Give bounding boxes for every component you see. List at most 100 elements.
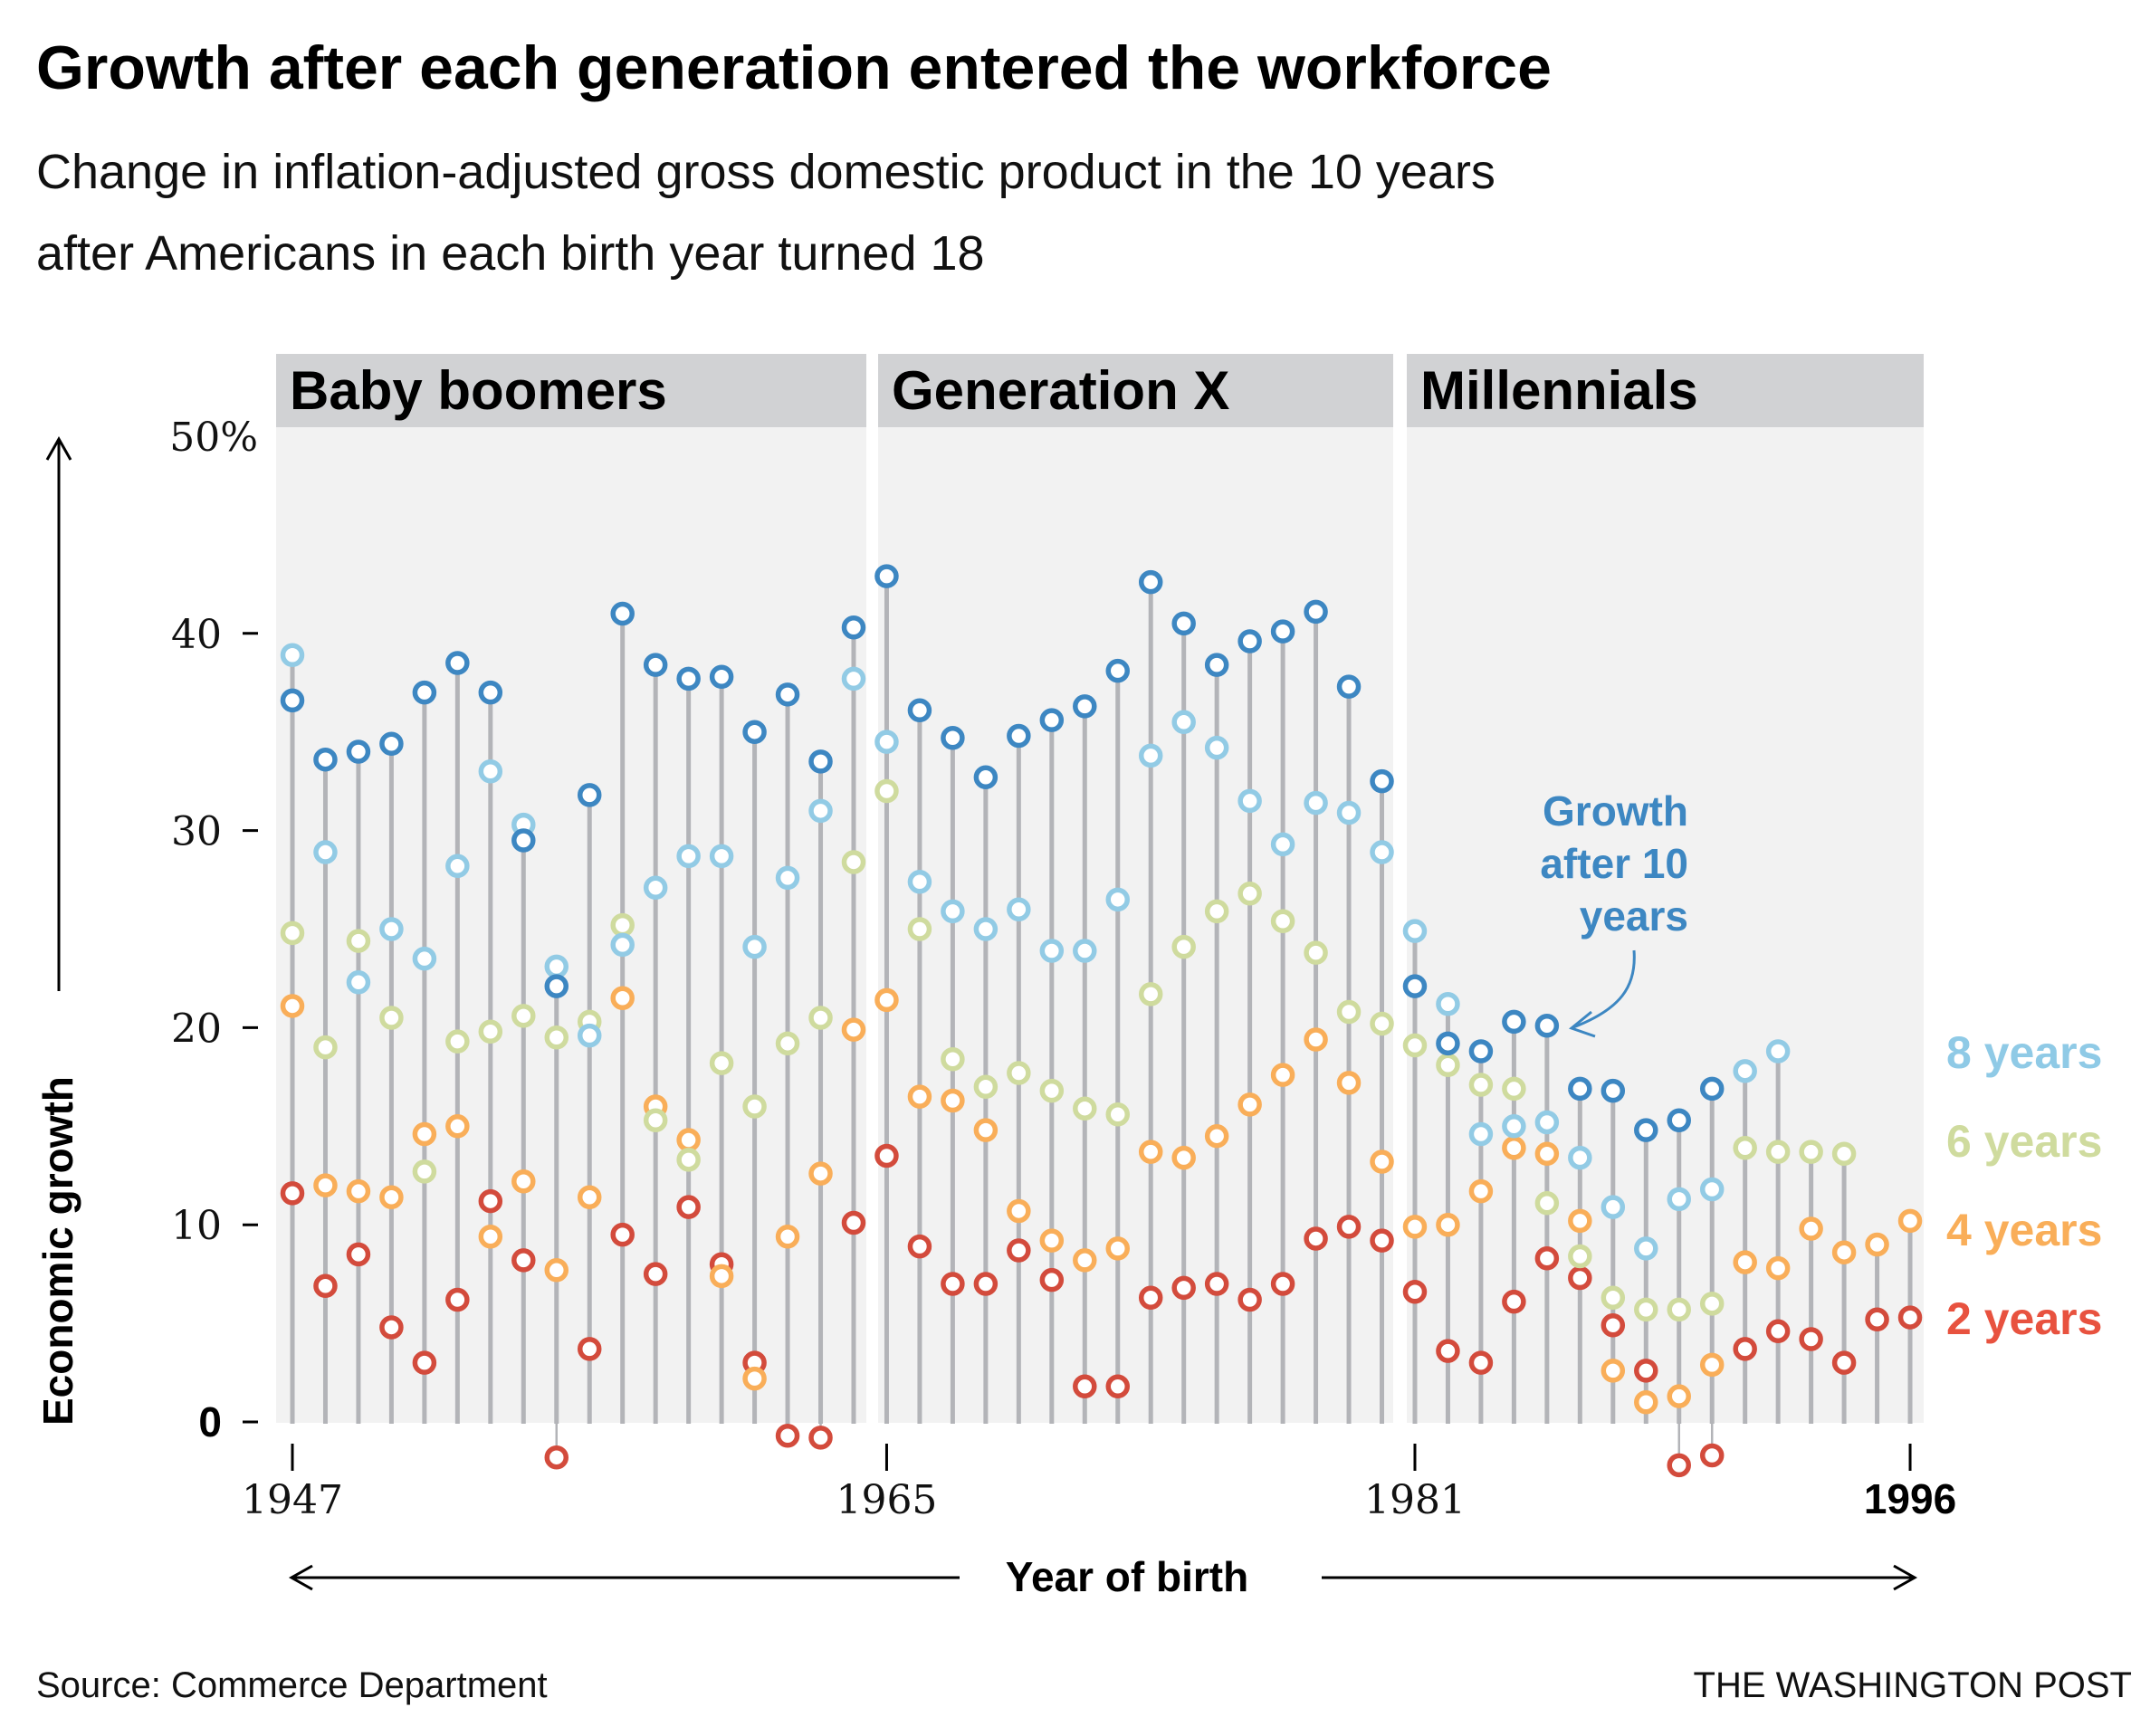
point-10-years-1987 <box>1601 1078 1626 1103</box>
point-2-years-1952 <box>445 1287 470 1312</box>
point-2-years-1950 <box>379 1315 404 1340</box>
point-2-years-1969 <box>1007 1238 1031 1263</box>
point-2-years-1979 <box>1336 1215 1362 1239</box>
point-10-years-1972 <box>1105 658 1130 683</box>
point-10-years-1952 <box>445 651 470 675</box>
point-8-years-1957 <box>610 932 635 958</box>
point-10-years-1980 <box>1370 768 1394 794</box>
point-10-years-1979 <box>1336 674 1362 699</box>
annotation-growth-after-10-years: Growth after 10 years <box>1540 787 1688 1038</box>
point-6-years-1985 <box>1534 1190 1560 1216</box>
point-4-years-1957 <box>610 986 635 1010</box>
generation-label-generation-x: Generation X <box>892 360 1229 421</box>
point-8-years-1992 <box>1765 1039 1791 1064</box>
point-2-years-1949 <box>346 1242 371 1267</box>
legend-2-years: 2 years <box>1946 1293 2102 1344</box>
point-8-years-1953 <box>478 759 503 784</box>
point-4-years-1988 <box>1634 1389 1658 1415</box>
point-8-years-1962 <box>775 865 800 891</box>
point-4-years-1960 <box>709 1264 734 1289</box>
point-4-years-1962 <box>775 1225 800 1249</box>
point-2-years-1959 <box>676 1195 701 1219</box>
point-4-years-1951 <box>412 1121 437 1147</box>
point-2-years-1956 <box>577 1337 602 1361</box>
point-8-years-1961 <box>742 934 767 959</box>
point-2-years-1974 <box>1171 1275 1196 1301</box>
point-6-years-1971 <box>1073 1096 1097 1121</box>
point-10-years-1985 <box>1534 1013 1560 1038</box>
point-6-years-1974 <box>1171 934 1196 959</box>
x-axis-title: Year of birth <box>1006 1553 1248 1600</box>
point-4-years-1948 <box>313 1173 338 1197</box>
point-2-years-1987 <box>1601 1313 1626 1338</box>
point-4-years-1970 <box>1039 1228 1065 1253</box>
point-4-years-1973 <box>1138 1140 1163 1164</box>
point-2-years-1963 <box>808 1426 833 1450</box>
point-2-years-1989 <box>1667 1453 1691 1478</box>
point-2-years-1965 <box>874 1143 899 1168</box>
point-2-years-1981 <box>1402 1280 1428 1304</box>
annotation-line-3: years <box>1580 892 1688 940</box>
point-8-years-1977 <box>1270 832 1295 857</box>
point-8-years-1949 <box>346 970 371 995</box>
point-4-years-1983 <box>1468 1178 1494 1204</box>
point-10-years-1955 <box>544 974 569 998</box>
point-2-years-1994 <box>1831 1350 1857 1375</box>
point-10-years-1971 <box>1073 694 1097 719</box>
point-2-years-1971 <box>1073 1374 1097 1399</box>
point-6-years-1954 <box>511 1004 536 1028</box>
point-8-years-1973 <box>1138 743 1163 768</box>
point-8-years-1970 <box>1039 939 1065 963</box>
point-8-years-1952 <box>445 854 470 879</box>
point-2-years-1948 <box>313 1273 338 1298</box>
legend-6-years: 6 years <box>1946 1116 2102 1167</box>
point-4-years-1949 <box>346 1178 371 1204</box>
point-6-years-1986 <box>1568 1244 1592 1269</box>
point-6-years-1983 <box>1468 1073 1494 1097</box>
point-8-years-1984 <box>1502 1114 1526 1139</box>
point-2-years-1980 <box>1370 1228 1394 1253</box>
point-4-years-1968 <box>973 1118 999 1142</box>
point-8-years-1976 <box>1237 788 1262 814</box>
point-2-years-1953 <box>478 1188 503 1214</box>
point-10-years-1963 <box>808 749 833 774</box>
y-tick-label-0: 0 <box>198 1398 222 1445</box>
point-10-years-1953 <box>478 680 503 705</box>
point-10-years-1976 <box>1237 629 1262 653</box>
point-2-years-1991 <box>1733 1337 1757 1361</box>
generation-label-baby-boomers: Baby boomers <box>290 360 667 421</box>
point-6-years-1984 <box>1502 1076 1526 1102</box>
point-8-years-1987 <box>1601 1195 1626 1219</box>
point-10-years-1959 <box>676 666 701 692</box>
point-2-years-1964 <box>841 1210 866 1235</box>
point-8-years-1959 <box>676 844 701 869</box>
x-axis-title-group: Year of birth <box>288 1553 1918 1600</box>
point-4-years-1981 <box>1402 1215 1428 1239</box>
point-4-years-1952 <box>445 1114 470 1139</box>
point-6-years-1977 <box>1270 909 1295 934</box>
point-8-years-1982 <box>1436 992 1460 1016</box>
point-6-years-1961 <box>742 1094 767 1119</box>
chart-subtitle-line-2: after Americans in each birth year turne… <box>36 226 985 281</box>
x-tick-label-1947: 1947 <box>242 1477 343 1523</box>
point-6-years-1947 <box>280 920 305 946</box>
point-8-years-1981 <box>1402 919 1428 943</box>
x-axis: 1947 1965 1981 1996 <box>242 1444 1956 1523</box>
point-10-years-1965 <box>874 564 899 588</box>
point-10-years-1988 <box>1634 1118 1658 1142</box>
point-2-years-1954 <box>511 1248 536 1273</box>
point-10-years-1973 <box>1138 569 1163 595</box>
point-2-years-1958 <box>643 1262 668 1286</box>
y-axis: 50% 40 30 20 10 0 <box>169 415 258 1445</box>
point-8-years-1956 <box>577 1023 602 1048</box>
point-8-years-1990 <box>1699 1177 1725 1202</box>
point-10-years-1977 <box>1270 619 1295 644</box>
point-4-years-1954 <box>511 1169 536 1194</box>
point-2-years-1976 <box>1237 1287 1262 1312</box>
point-10-years-1964 <box>841 615 866 640</box>
x-tick-label-1996: 1996 <box>1864 1475 1956 1522</box>
point-6-years-1965 <box>874 778 899 804</box>
point-4-years-1959 <box>676 1128 701 1152</box>
x-tick-label-1981: 1981 <box>1364 1477 1466 1523</box>
